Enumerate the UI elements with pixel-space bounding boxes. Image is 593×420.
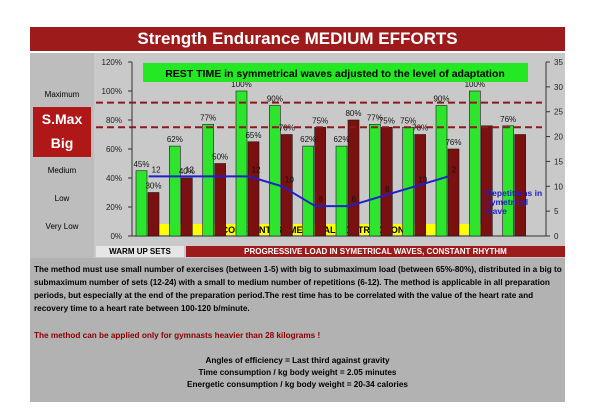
rest-label: 75% — [379, 116, 395, 125]
rest-bar — [481, 125, 493, 237]
right-tick-label: 20 — [554, 133, 563, 142]
repetitions-label: 12 — [152, 165, 161, 174]
fact-energy: Energetic consumption / kg body weight =… — [187, 380, 408, 389]
smax-big-box: S.Max Big — [33, 107, 91, 157]
load-label: 76% — [500, 115, 516, 124]
method-description: The method must use small number of exer… — [34, 265, 562, 313]
rest-label: 30% — [145, 182, 161, 191]
level-medium: Medium — [47, 166, 77, 175]
warmup-band: WARM UP SETS — [96, 246, 184, 257]
repetitions-label: 10 — [285, 175, 294, 184]
left-tick-label: 60% — [106, 145, 122, 154]
level-smax: S.Max — [41, 111, 83, 127]
load-label: 75% — [400, 116, 416, 125]
chart-title-band — [143, 63, 528, 82]
load-bar — [135, 170, 148, 237]
text-panel — [30, 258, 565, 402]
left-tick-label: 0% — [110, 232, 122, 241]
load-bar — [435, 105, 448, 237]
load-label: 90% — [433, 95, 449, 104]
rest-bar — [514, 134, 526, 237]
rest-label: 75% — [312, 116, 328, 125]
repetitions-caption: Repetitions in — [486, 188, 542, 198]
repetitions-label: 12 — [185, 165, 194, 174]
rest-bar — [247, 141, 260, 237]
repetitions-caption: wave — [485, 206, 507, 216]
right-tick-label: 5 — [554, 207, 559, 216]
load-bar — [335, 145, 348, 237]
rest-bar — [281, 134, 293, 237]
load-bar — [369, 124, 381, 237]
repetitions-label: 8 — [385, 185, 390, 194]
fact-angles: Angles of efficiency = Last third agains… — [205, 356, 390, 365]
load-bar — [202, 124, 214, 237]
load-label: 77% — [367, 113, 383, 122]
load-bar — [469, 90, 481, 237]
load-label: 45% — [133, 160, 149, 169]
chart-title: REST TIME in symmetrical waves adjusted … — [165, 68, 505, 80]
repetitions-caption: symetrical — [486, 197, 528, 207]
load-label: 100% — [465, 80, 485, 89]
load-label: 62% — [300, 135, 316, 144]
repetitions-label: 10 — [418, 175, 427, 184]
right-tick-label: 10 — [554, 182, 563, 191]
slide-title: Strength Endurance MEDIUM EFFORTS — [30, 27, 565, 51]
load-label: 62% — [333, 135, 349, 144]
level-very-low: Very Low — [45, 222, 79, 231]
load-label: 100% — [231, 80, 251, 89]
level-big: Big — [50, 135, 74, 151]
rest-bar — [214, 163, 226, 237]
load-label: 90% — [267, 95, 283, 104]
rest-bar — [381, 126, 393, 237]
load-bar — [169, 145, 181, 237]
weight-note: The method can be applied only for gymna… — [34, 331, 321, 340]
rest-bar — [314, 126, 326, 237]
right-tick-label: 15 — [554, 157, 563, 166]
load-bar — [502, 125, 514, 237]
left-tick-label: 40% — [106, 174, 122, 183]
left-tick-label: 120% — [102, 58, 122, 67]
rest-bar — [147, 192, 160, 237]
repetitions-label: 6 — [318, 195, 323, 204]
load-bar — [235, 90, 248, 237]
level-maximum: Maximum — [44, 90, 80, 99]
left-tick-label: 80% — [106, 116, 122, 125]
right-tick-label: 25 — [554, 108, 563, 117]
right-tick-label: 0 — [554, 232, 559, 241]
rest-bar — [447, 148, 460, 237]
load-bar — [402, 126, 414, 237]
right-tick-label: 35 — [554, 58, 563, 67]
load-bar — [269, 105, 281, 237]
load-bar — [302, 145, 314, 237]
rest-label: 80% — [345, 109, 361, 118]
repetitions-line — [148, 175, 449, 208]
repetitions-label: 2 — [452, 165, 457, 174]
level-low: Low — [54, 194, 70, 203]
rest-label: 76% — [445, 138, 461, 147]
repetitions-label: 6 — [352, 195, 357, 204]
progressive-band: PROGRESSIVE LOAD IN SYMETRICAL WAVES, CO… — [186, 246, 565, 257]
load-label: 77% — [200, 113, 216, 122]
rest-label: 50% — [212, 153, 228, 162]
right-tick-label: 30 — [554, 83, 563, 92]
left-tick-label: 20% — [106, 203, 122, 212]
left-tick-label: 100% — [102, 87, 122, 96]
repetitions-label: 12 — [252, 165, 261, 174]
rest-bar — [347, 119, 360, 237]
rest-bar — [181, 177, 193, 237]
load-label: 62% — [167, 135, 183, 144]
rest-label: 40% — [179, 167, 195, 176]
fact-time: Time consumption / kg body weight = 2.05… — [198, 368, 397, 377]
rest-label: 65% — [245, 131, 261, 140]
